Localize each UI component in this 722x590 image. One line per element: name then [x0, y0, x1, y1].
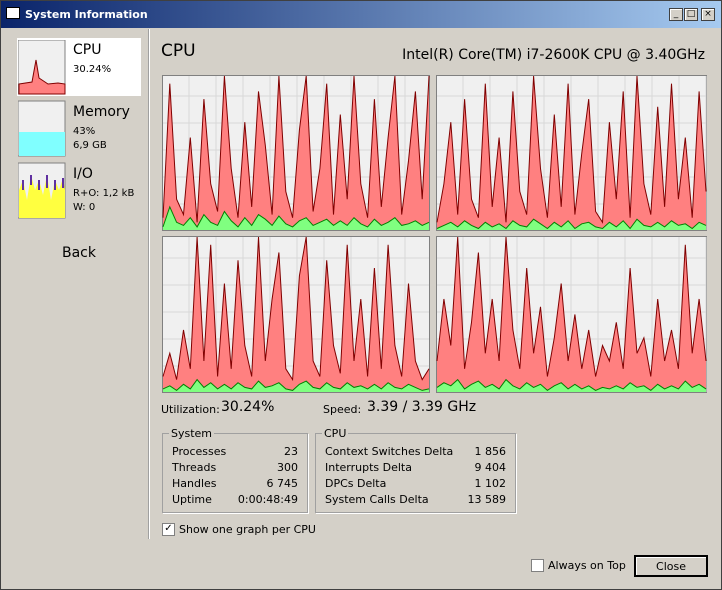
- stat-label: Interrupts Delta: [325, 461, 412, 474]
- always-on-top-label[interactable]: Always on Top: [548, 559, 626, 572]
- group-title: CPU: [322, 427, 349, 440]
- stat-label: Processes: [172, 445, 227, 458]
- cpu-graphs: [162, 75, 707, 393]
- stat-value: 1 856: [474, 445, 507, 458]
- maximize-button[interactable]: □: [684, 8, 698, 21]
- kernel-line: [162, 205, 430, 228]
- kernel-line: [162, 378, 430, 392]
- title-bar: System Information _ □ ×: [1, 1, 721, 28]
- sidebar-detail: 30.24%: [73, 64, 112, 75]
- sidebar-detail: 6,9 GB: [73, 140, 107, 151]
- kernel-line: [436, 378, 707, 392]
- system-group: System: [162, 427, 308, 513]
- stat-value: 0:00:48:49: [237, 493, 298, 506]
- stat-label: Uptime: [172, 493, 212, 506]
- sidebar-label: Memory: [73, 104, 130, 120]
- close-window-button[interactable]: ×: [701, 8, 715, 21]
- one-graph-label[interactable]: Show one graph per CPU: [179, 523, 316, 536]
- processor-name: Intel(R) Core(TM) i7-2600K CPU @ 3.40GHz: [402, 47, 705, 63]
- one-graph-checkbox[interactable]: ✓: [162, 523, 175, 536]
- speed-value: 3.39 / 3.39 GHz: [367, 399, 477, 415]
- stat-label: Context Switches Delta: [325, 445, 454, 458]
- sidebar-detail: 43%: [73, 126, 96, 137]
- cpu-group: CPU: [315, 427, 516, 513]
- kernel-area: [437, 219, 706, 230]
- minimize-button[interactable]: _: [669, 8, 683, 21]
- always-on-top-checkbox[interactable]: [531, 559, 544, 572]
- stat-value: 23: [284, 445, 298, 458]
- section-title: CPU: [161, 41, 196, 61]
- stat-label: System Calls Delta: [325, 493, 429, 506]
- close-button[interactable]: Close: [634, 555, 708, 577]
- stat-label: DPCs Delta: [325, 477, 387, 490]
- stat-value: 1 102: [474, 477, 507, 490]
- stat-value: 300: [277, 461, 298, 474]
- stat-label: Handles: [172, 477, 217, 490]
- sidebar-detail: W: 0: [73, 202, 96, 213]
- total-line: [436, 75, 707, 224]
- speed-label: Speed:: [323, 403, 362, 416]
- back-link[interactable]: Back: [62, 245, 96, 261]
- total-line: [436, 236, 707, 377]
- stat-value: 13 589: [467, 493, 507, 506]
- sidebar-label: CPU: [73, 42, 102, 58]
- app-icon: [6, 7, 20, 19]
- total-area: [163, 76, 429, 230]
- sidebar-label: I/O: [73, 166, 93, 182]
- utilization-label: Utilization:: [161, 403, 220, 416]
- group-title: System: [169, 427, 215, 440]
- total-line: [162, 236, 430, 382]
- sidebar-detail: R+O: 1,2 kB: [73, 188, 135, 199]
- kernel-line: [436, 218, 707, 230]
- separator: [148, 29, 150, 539]
- utilization-value: 30.24%: [221, 399, 275, 415]
- total-line: [162, 75, 430, 223]
- stat-value: 9 404: [474, 461, 507, 474]
- kernel-area: [163, 206, 429, 230]
- stat-value: 6 745: [266, 477, 299, 490]
- window-title: System Information: [25, 8, 148, 21]
- stat-label: Threads: [172, 461, 217, 474]
- thumbnails: [18, 40, 66, 219]
- kernel-area: [163, 379, 429, 392]
